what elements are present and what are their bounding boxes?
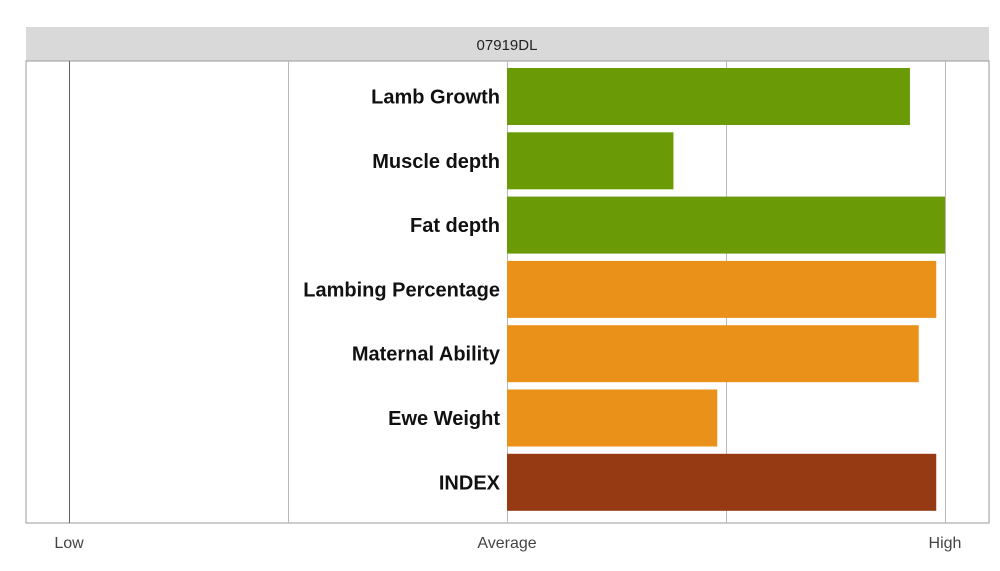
x-tick-label: Low bbox=[54, 535, 84, 552]
x-tick-label: High bbox=[929, 535, 962, 552]
bar-label: Maternal Ability bbox=[352, 344, 501, 366]
bar-fat-depth bbox=[507, 196, 945, 254]
bar-lamb-growth bbox=[507, 68, 910, 125]
bar-muscle-depth bbox=[507, 132, 674, 190]
bar-label: Lambing Percentage bbox=[303, 279, 500, 301]
bar-label: Lamb Growth bbox=[371, 87, 500, 109]
chart-title: 07919DL bbox=[477, 37, 538, 54]
bar-maternal-ability bbox=[507, 325, 919, 383]
bar-lambing-percentage bbox=[507, 260, 937, 318]
chart-header bbox=[26, 27, 989, 61]
bar-index bbox=[507, 453, 937, 511]
x-tick-label: Average bbox=[477, 535, 536, 552]
bar-label: Muscle depth bbox=[372, 151, 500, 173]
x-axis-ticks: Low Average High bbox=[54, 535, 961, 552]
bar-label: INDEX bbox=[439, 472, 501, 494]
bar-label: Fat depth bbox=[410, 215, 500, 237]
bar-label: Ewe Weight bbox=[388, 408, 500, 430]
bar-labels: Lamb Growth Muscle depth Fat depth Lambing … bbox=[303, 87, 501, 495]
bars bbox=[507, 68, 945, 511]
bar-ewe-weight bbox=[507, 389, 718, 447]
